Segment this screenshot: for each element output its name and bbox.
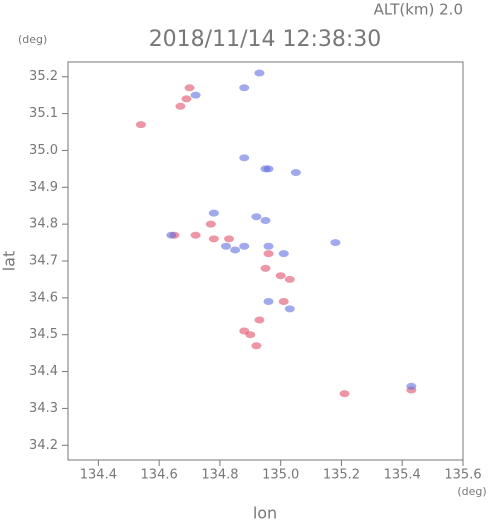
y-unit: (deg) xyxy=(18,33,47,46)
echo-point xyxy=(290,169,301,177)
echo-point xyxy=(254,69,265,77)
echo-point xyxy=(278,250,289,258)
echo-point xyxy=(260,216,271,224)
x-tick-label: 135.6 xyxy=(444,468,481,483)
echo-point xyxy=(263,165,274,173)
y-tick-label: 34.2 xyxy=(29,438,58,453)
echo-point xyxy=(181,95,192,103)
echo-point xyxy=(135,121,146,129)
x-tick-label: 134.6 xyxy=(141,468,178,483)
echo-point xyxy=(230,246,241,254)
echo-point xyxy=(275,272,286,280)
echo-point xyxy=(175,102,186,110)
echo-point xyxy=(205,220,216,228)
y-tick-label: 34.8 xyxy=(29,217,58,232)
y-tick-label: 34.5 xyxy=(29,327,58,342)
echo-point xyxy=(245,331,256,339)
y-axis-label: lat xyxy=(0,251,19,272)
echo-point xyxy=(208,209,219,217)
echo-point xyxy=(284,275,295,283)
x-axis-label: lon xyxy=(253,504,277,521)
echo-point xyxy=(330,239,341,247)
echo-point xyxy=(339,390,350,398)
x-tick-label: 135.2 xyxy=(323,468,360,483)
echo-point xyxy=(260,264,271,272)
x-tick-label: 134.4 xyxy=(80,468,117,483)
chart-title: 2018/11/14 12:38:30 xyxy=(149,27,382,52)
echo-point xyxy=(224,235,235,243)
echo-point xyxy=(254,316,265,324)
x-tick-label: 135.4 xyxy=(384,468,421,483)
y-tick-label: 34.4 xyxy=(29,364,58,379)
echo-point xyxy=(406,382,417,390)
echo-point xyxy=(263,298,274,306)
echo-point xyxy=(239,154,250,162)
echo-point xyxy=(251,342,262,350)
y-tick-label: 34.7 xyxy=(29,254,58,269)
echo-point xyxy=(190,231,201,239)
x-tick-label: 134.8 xyxy=(201,468,238,483)
echo-point xyxy=(263,242,274,250)
echo-point xyxy=(221,242,231,250)
y-tick-label: 34.6 xyxy=(29,290,58,305)
echo-point xyxy=(190,91,201,99)
altitude-label: ALT(km) 2.0 xyxy=(374,1,463,19)
echo-point xyxy=(239,84,250,92)
echo-point xyxy=(166,231,177,239)
x-tick-label: 135.0 xyxy=(262,468,299,483)
y-tick-label: 35.0 xyxy=(29,143,58,158)
x-unit: (deg) xyxy=(457,485,486,498)
echo-point xyxy=(284,305,295,313)
echo-point xyxy=(278,298,289,306)
echo-point xyxy=(251,213,262,221)
y-tick-label: 34.3 xyxy=(29,401,58,416)
echo-point xyxy=(239,242,250,250)
echo-point xyxy=(208,235,219,243)
y-tick-label: 34.9 xyxy=(29,180,58,195)
echo-point xyxy=(184,84,195,92)
echo-point xyxy=(263,250,274,258)
y-tick-label: 35.1 xyxy=(29,106,58,121)
plot-frame xyxy=(67,61,464,461)
y-tick-label: 35.2 xyxy=(29,69,58,84)
